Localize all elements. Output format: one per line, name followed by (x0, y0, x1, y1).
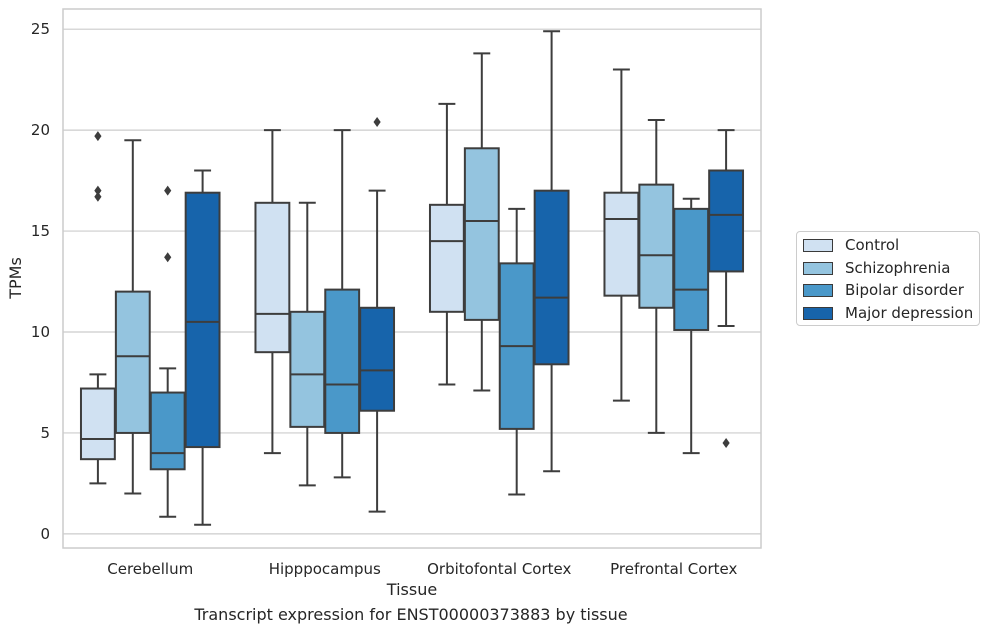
x-tick-label: Cerebellum (107, 560, 193, 578)
legend-swatch-bipolar-disorder (803, 283, 833, 297)
outlier-point (94, 185, 102, 196)
x-tick-label: Orbitofontal Cortex (427, 560, 571, 578)
box (428, 203, 465, 313)
legend-item-control: Control (803, 235, 899, 255)
legend-swatch-control (803, 238, 833, 252)
y-axis-title: TPMs (6, 257, 25, 300)
box (603, 191, 640, 297)
outlier-point (94, 191, 102, 202)
legend-swatch-schizophrenia (803, 261, 833, 275)
x-axis-title: Tissue (386, 580, 437, 599)
chart-title: Transcript expression for ENST0000037388… (194, 605, 628, 624)
outlier-point (94, 131, 102, 142)
legend-item-schizophrenia: Schizophrenia (803, 258, 950, 278)
box (673, 207, 710, 331)
x-tick-label: Prefrontal Cortex (610, 560, 737, 578)
box (463, 147, 500, 321)
box (184, 191, 221, 449)
box (114, 290, 151, 434)
legend-label: Control (845, 236, 900, 254)
legend-label: Bipolar disorder (845, 281, 964, 299)
axis-ticks: 0 5 10 15 20 25 Cerebellum Hipppocampus Orbitofo… (31, 20, 738, 578)
y-tick-label: 20 (31, 121, 50, 139)
legend-label: Schizophrenia (845, 259, 951, 277)
y-tick-label: 15 (31, 222, 50, 240)
y-tick-label: 5 (40, 424, 50, 442)
legend: Control Schizophrenia Bipolar disorder M… (796, 231, 980, 326)
outlier-point (164, 252, 172, 263)
box (359, 306, 396, 412)
y-tick-label: 10 (31, 323, 50, 341)
outlier-point (164, 185, 172, 196)
box-plot-series (79, 30, 745, 526)
outlier-point (722, 438, 730, 449)
y-tick-label: 25 (31, 20, 50, 38)
x-tick-label: Hipppocampus (269, 560, 381, 578)
legend-item-bipolar-disorder: Bipolar disorder (803, 280, 964, 300)
legend-swatch-major-depression (803, 306, 833, 320)
legend-item-major-depression: Major depression (803, 303, 973, 323)
legend-label: Major depression (845, 304, 974, 322)
box (638, 183, 675, 309)
box (289, 310, 326, 428)
box (533, 189, 570, 366)
box (149, 391, 186, 471)
box (254, 201, 291, 354)
box (324, 288, 361, 434)
outlier-point (373, 117, 381, 128)
box (79, 387, 116, 461)
y-tick-label: 0 (40, 525, 50, 543)
box (708, 169, 745, 273)
